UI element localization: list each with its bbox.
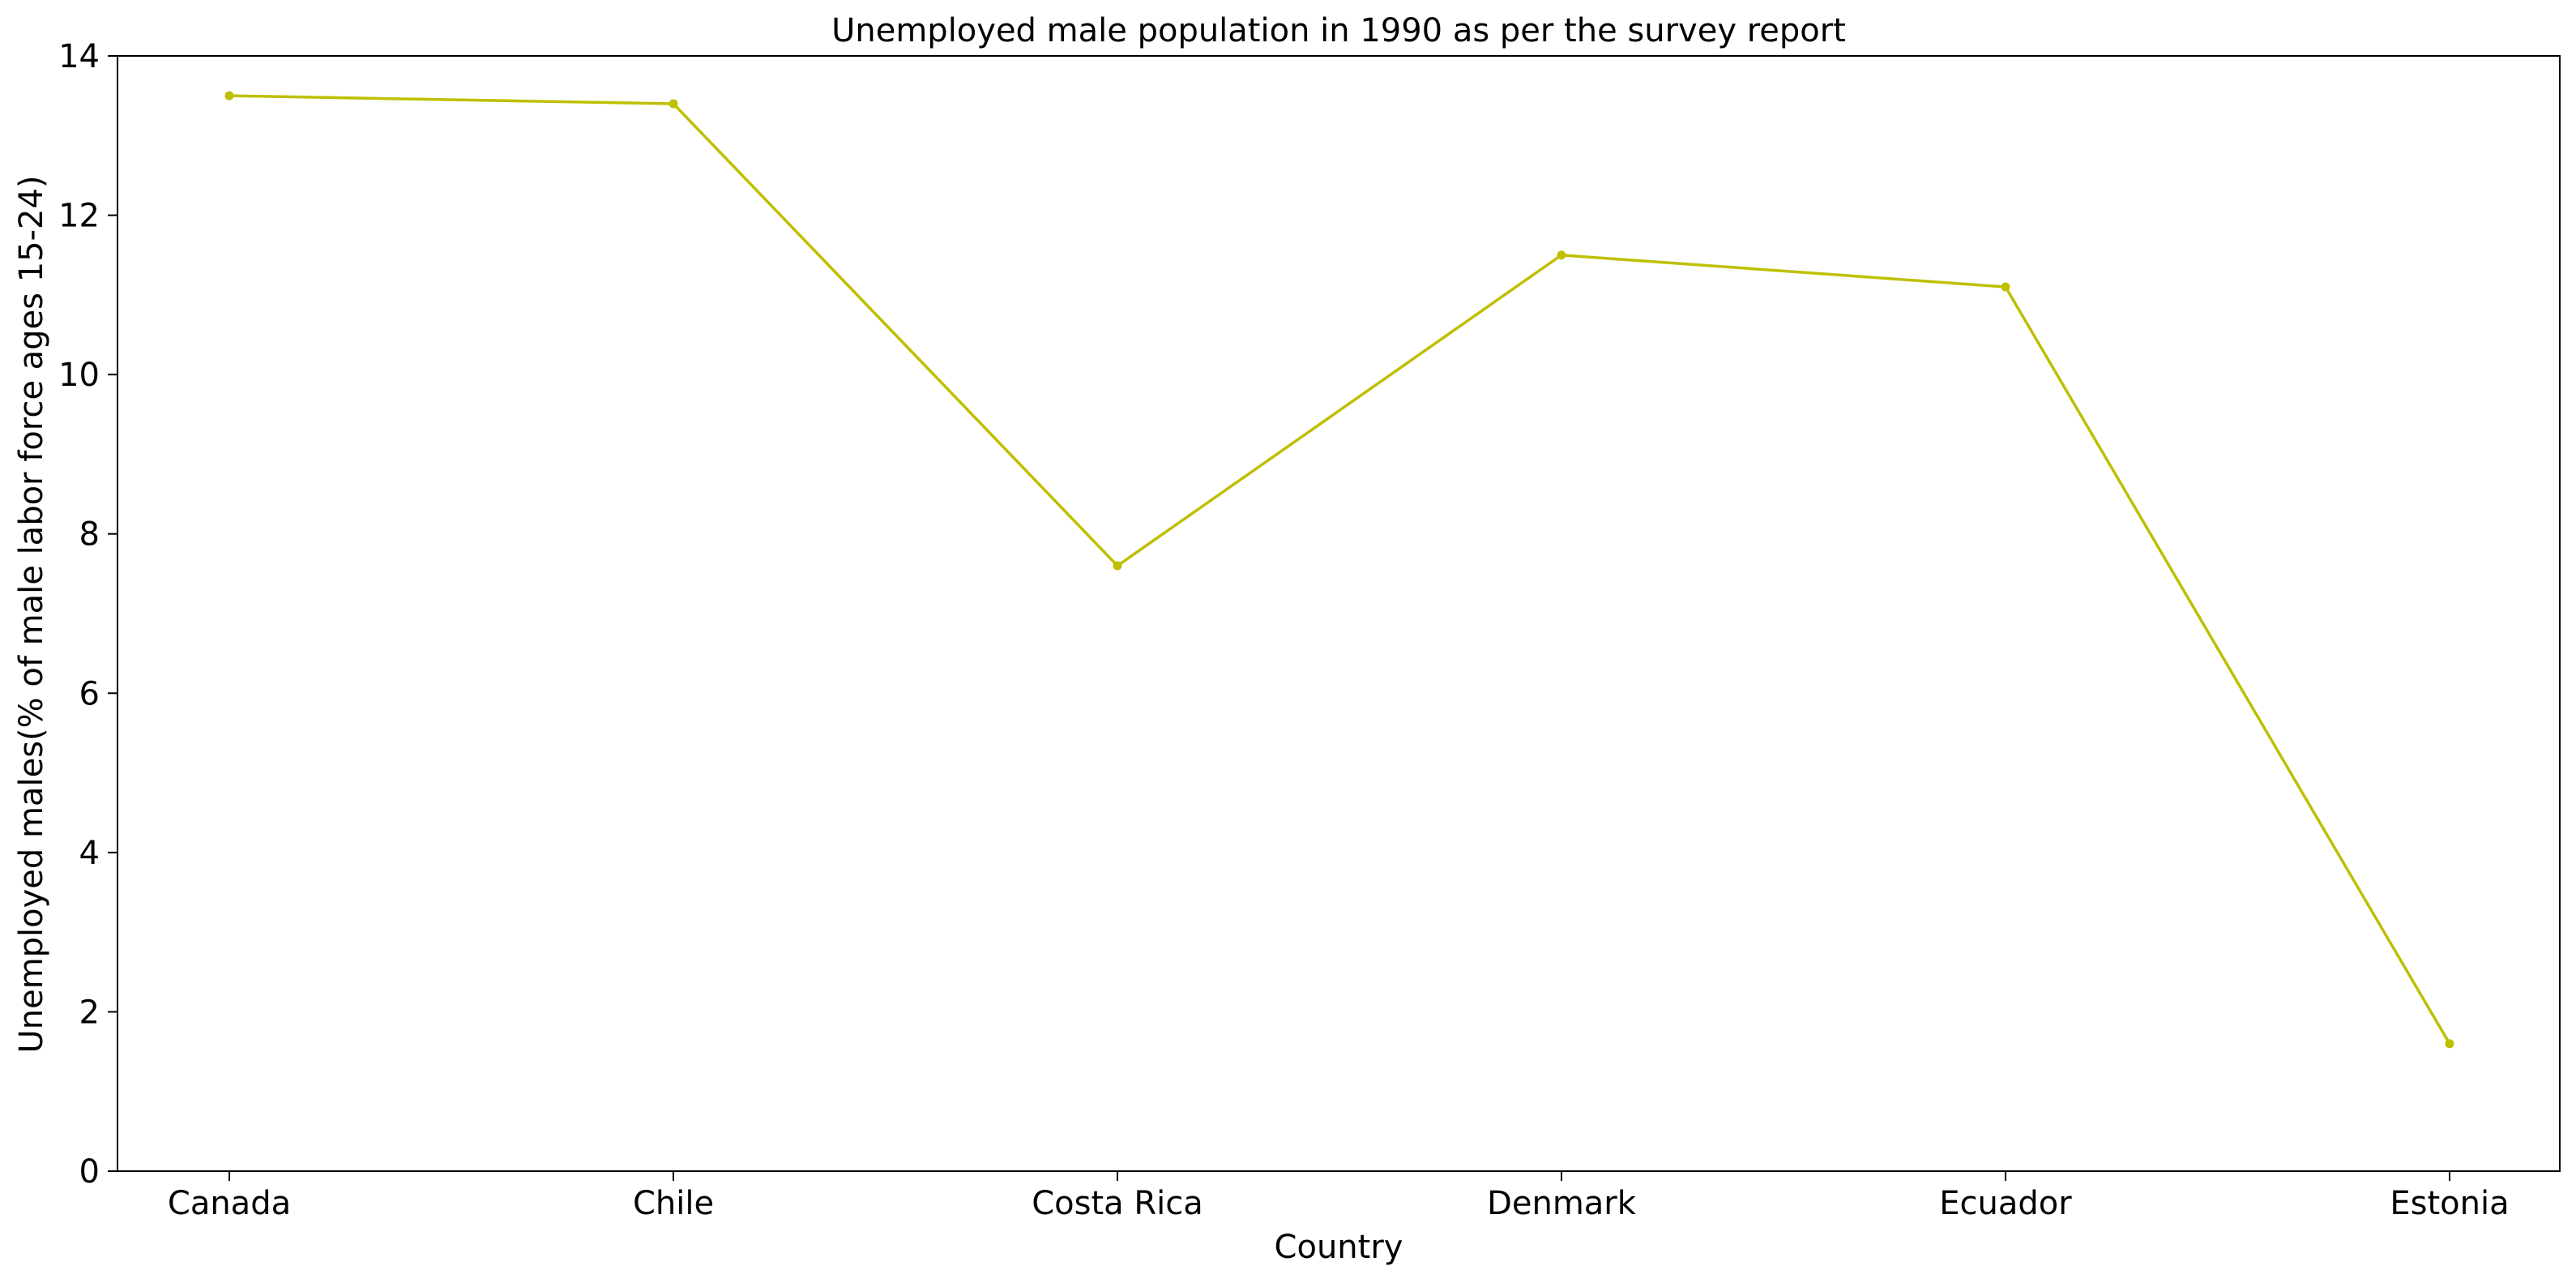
series-line xyxy=(229,94,2451,1045)
x-tick-label: Denmark xyxy=(1487,1185,1637,1222)
data-point xyxy=(1557,250,1566,260)
data-point xyxy=(1113,561,1122,571)
y-tick-label: 4 xyxy=(79,835,100,872)
chart-title: Unemployed male population in 1990 as pe… xyxy=(831,12,1846,49)
series-layer xyxy=(224,91,2454,1049)
x-tick-label: Canada xyxy=(168,1185,291,1222)
x-tick-label: Chile xyxy=(633,1185,714,1222)
y-tick-label: 6 xyxy=(79,675,100,712)
data-point xyxy=(224,91,234,101)
y-tick-label: 10 xyxy=(58,357,100,394)
y-tick-label: 8 xyxy=(79,516,100,554)
y-tick-label: 0 xyxy=(79,1153,100,1191)
x-tick-label: Ecuador xyxy=(1939,1185,2072,1222)
x-tick-label: Estonia xyxy=(2390,1185,2509,1222)
y-axis: 0 2 4 6 8 10 12 14 xyxy=(58,38,117,1191)
data-point xyxy=(669,99,678,109)
y-tick-label: 14 xyxy=(58,38,100,75)
x-tick-label: Costa Rica xyxy=(1032,1185,1203,1222)
y-tick-label: 12 xyxy=(58,198,100,235)
data-point xyxy=(2001,282,2010,292)
plot-frame xyxy=(117,55,2561,1172)
x-axis-label: Country xyxy=(1275,1229,1403,1266)
plot-area xyxy=(117,55,2561,1172)
data-point xyxy=(2445,1039,2454,1049)
y-axis-label: Unemployed males(% of male labor force a… xyxy=(13,175,50,1053)
x-axis: Canada Chile Costa Rica Denmark Ecuador Eston… xyxy=(168,1171,2510,1222)
y-tick-label: 2 xyxy=(79,994,100,1031)
